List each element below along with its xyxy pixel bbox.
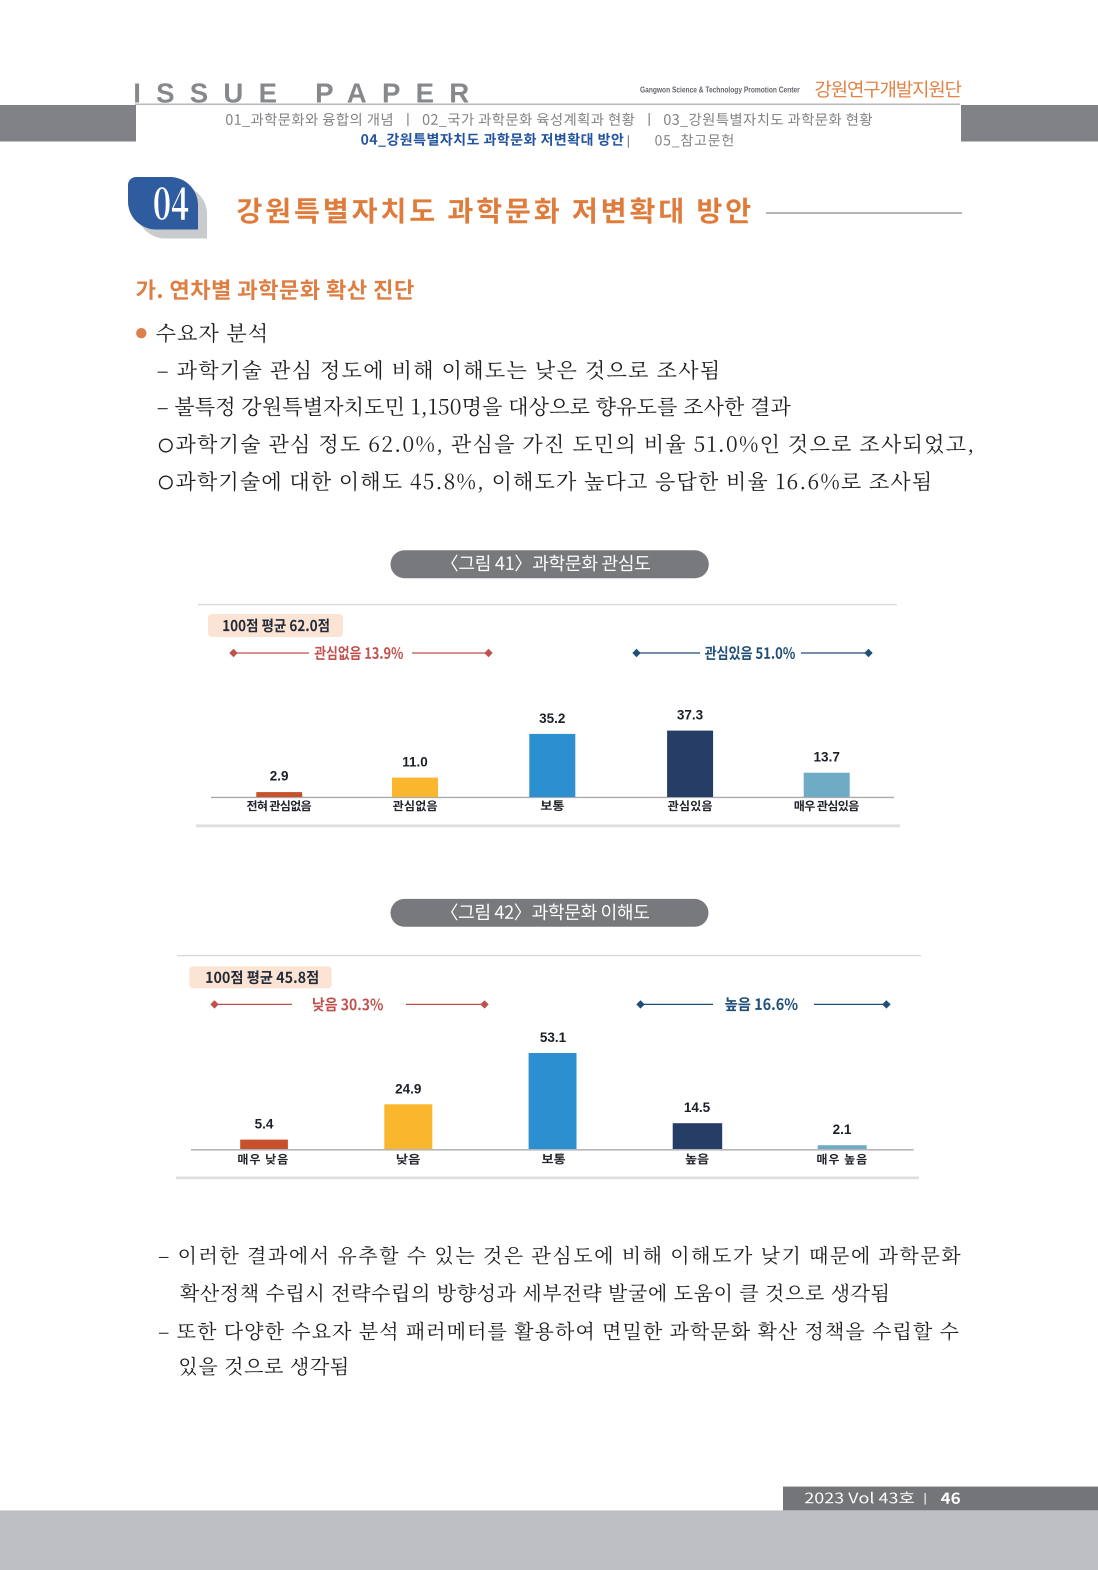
svg-text:ISSUE PAPER: ISSUE PAPER [133,77,484,108]
svg-text:5.4: 5.4 [255,1117,274,1132]
svg-text:Gangwon Science & Technology P: Gangwon Science & Technology Promotion C… [640,85,800,95]
svg-text:37.3: 37.3 [677,708,704,723]
svg-text:13.7: 13.7 [814,750,840,765]
svg-text:2.1: 2.1 [833,1122,852,1137]
svg-text:53.1: 53.1 [540,1030,567,1045]
svg-text:24.9: 24.9 [395,1081,421,1096]
svg-text:11.0: 11.0 [402,755,428,770]
svg-text:14.5: 14.5 [684,1100,711,1115]
svg-text:35.2: 35.2 [539,711,565,726]
svg-text:2.9: 2.9 [270,769,289,784]
